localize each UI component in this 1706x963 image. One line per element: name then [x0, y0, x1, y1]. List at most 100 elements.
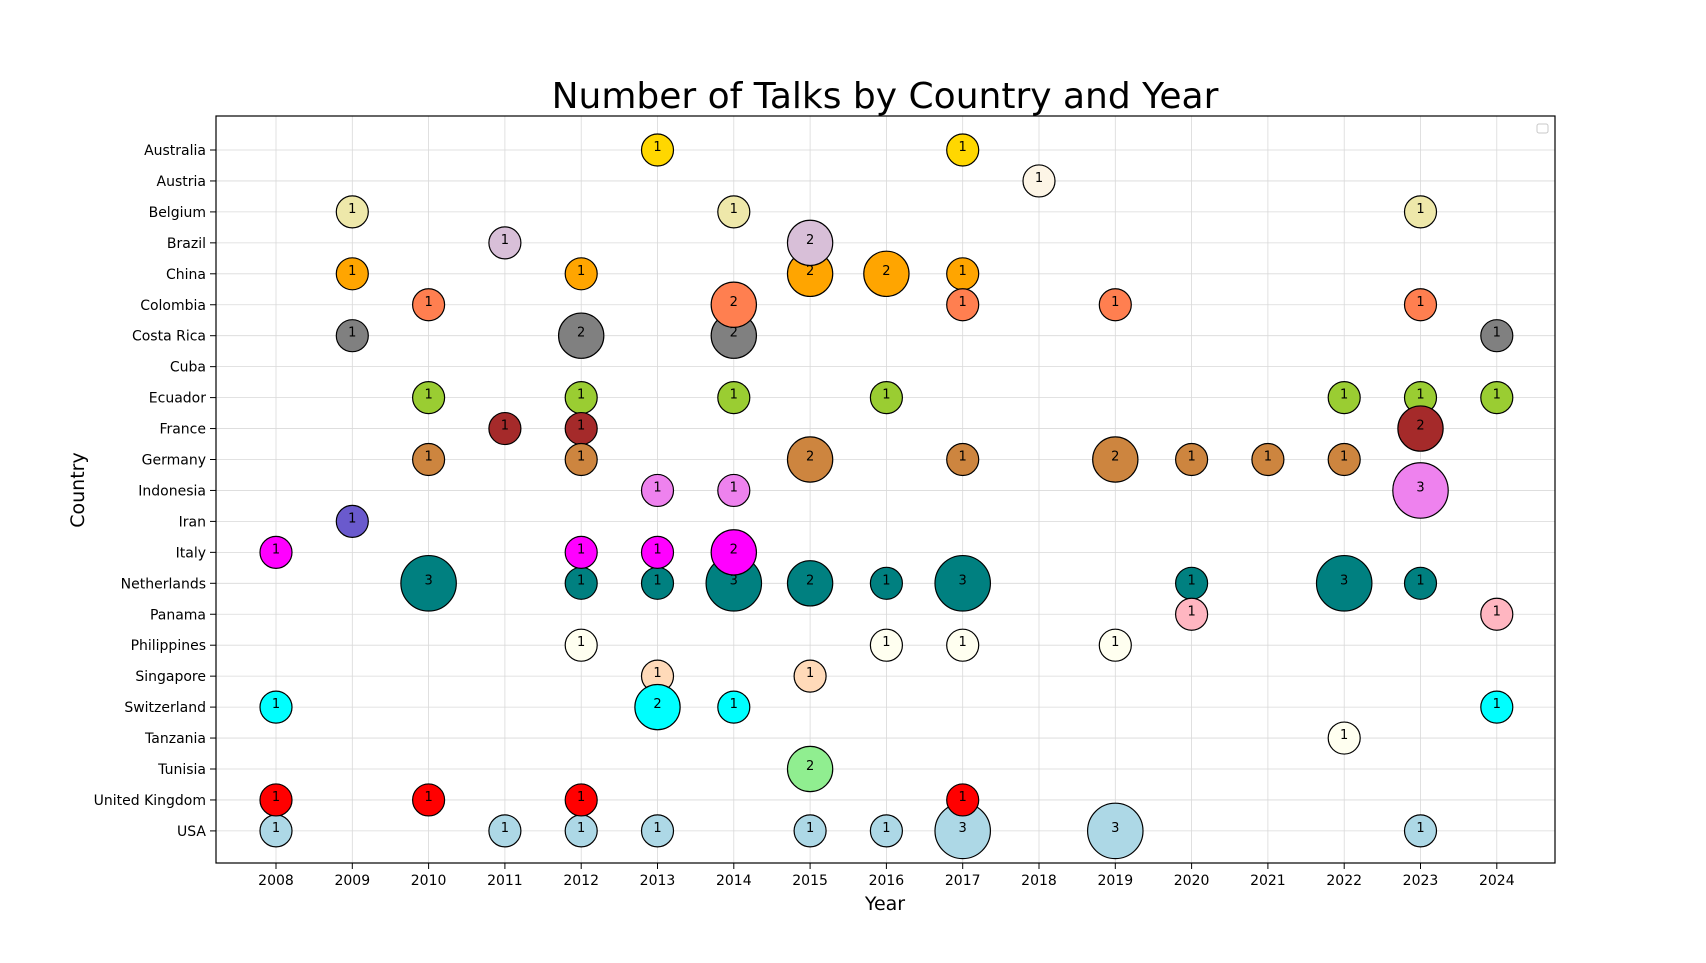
bubble-count-label: 1 — [1493, 604, 1501, 619]
data-point: 1 — [335, 195, 369, 229]
x-tick-label: 2015 — [792, 873, 828, 889]
bubble-marker — [1327, 442, 1361, 477]
bubble-count-label: 1 — [1493, 388, 1501, 403]
bubble-marker — [640, 814, 675, 848]
bubble-marker — [488, 814, 522, 848]
bubble-count-label: 1 — [653, 821, 661, 836]
bubble-marker — [1174, 597, 1209, 631]
data-point: 2 — [710, 529, 758, 576]
y-tick-label: Panama — [150, 607, 206, 623]
bubble-marker — [717, 195, 751, 229]
data-point: 1 — [946, 442, 980, 477]
data-point: 1 — [335, 319, 369, 353]
bubble-marker — [717, 473, 751, 508]
bubble-marker — [412, 381, 446, 415]
y-tick-label: Singapore — [135, 669, 206, 685]
bubble-count-label: 1 — [272, 697, 280, 712]
bubble-count-label: 1 — [730, 697, 738, 712]
bubble-count-label: 1 — [272, 821, 280, 836]
bubble-count-label: 1 — [272, 542, 280, 557]
bubble-count-label: 1 — [959, 635, 967, 650]
data-point: 1 — [564, 814, 598, 848]
bubble-marker — [488, 226, 522, 260]
data-point: 1 — [564, 411, 598, 446]
bubble-marker — [564, 535, 598, 569]
bubble-count-label: 1 — [959, 790, 967, 805]
data-point: 3 — [1086, 802, 1144, 860]
bubble-marker — [335, 319, 369, 353]
bubble-count-label: 1 — [653, 573, 661, 588]
bubble-count-label: 1 — [348, 202, 356, 217]
data-point: 1 — [1327, 721, 1361, 755]
x-tick-label: 2019 — [1097, 873, 1133, 889]
data-point: 1 — [412, 288, 446, 322]
legend-box — [1536, 123, 1549, 134]
bubble-marker — [259, 783, 293, 817]
bubble-count-label: 2 — [730, 295, 738, 310]
x-tick-label: 2024 — [1479, 873, 1515, 889]
y-tick-label: Colombia — [140, 298, 206, 314]
data-point: 2 — [786, 745, 834, 793]
bubble-count-label: 2 — [806, 573, 814, 588]
y-tick-label: China — [166, 267, 206, 283]
y-tick-label: Austria — [157, 174, 206, 190]
bubble-count-label: 1 — [1493, 697, 1501, 712]
bubble-count-label: 1 — [1416, 821, 1424, 836]
data-point: 1 — [1403, 814, 1438, 848]
data-point: 2 — [786, 560, 834, 607]
data-point: 1 — [564, 566, 598, 600]
x-tick-label: 2012 — [563, 873, 599, 889]
data-point: 1 — [564, 442, 598, 477]
bubble-marker — [793, 814, 827, 848]
bubble-marker — [946, 783, 980, 817]
data-point: 1 — [640, 473, 675, 508]
bubble-count-label: 1 — [653, 542, 661, 557]
data-point: 3 — [1315, 554, 1373, 612]
chart-title: Number of Talks by Country and Year — [552, 76, 1219, 117]
y-tick-label: Costa Rica — [132, 329, 206, 345]
bubble-count-label: 1 — [1187, 450, 1195, 465]
bubble-count-label: 1 — [577, 264, 585, 279]
data-point: 1 — [1098, 288, 1132, 322]
y-axis: Australia Austria Belgium Brazil China Colomb… — [94, 143, 216, 840]
bubble-count-label: 1 — [577, 790, 585, 805]
bubble-marker — [786, 560, 834, 607]
x-tick-label: 2013 — [640, 873, 676, 889]
data-point: 1 — [793, 659, 827, 693]
bubble-count-label: 1 — [424, 388, 432, 403]
data-point: 1 — [793, 814, 827, 848]
bubble-count-label: 1 — [501, 233, 509, 248]
y-tick-label: Philippines — [131, 638, 206, 654]
data-point: 1 — [640, 566, 675, 600]
bubble-marker — [793, 659, 827, 693]
data-point: 2 — [557, 312, 605, 359]
bubble-count-label: 1 — [959, 264, 967, 279]
bubble-count-label: 1 — [959, 140, 967, 155]
bubble-count-label: 1 — [1340, 450, 1348, 465]
bubble-marker — [1397, 405, 1444, 452]
data-point: 3 — [934, 554, 992, 612]
bubble-count-label: 1 — [959, 450, 967, 465]
bubble-marker — [640, 473, 675, 508]
data-point: 2 — [1397, 405, 1444, 452]
bubble-marker — [710, 529, 758, 576]
x-tick-label: 2020 — [1174, 873, 1210, 889]
bubble-count-label: 3 — [959, 821, 967, 836]
bubble-marker — [1403, 288, 1438, 322]
data-point: 1 — [412, 783, 446, 817]
bubble-marker — [1480, 319, 1514, 353]
data-point: 1 — [1174, 566, 1209, 600]
data-point: 1 — [869, 381, 904, 415]
data-point: 1 — [564, 628, 598, 662]
bubble-count-label: 1 — [806, 821, 814, 836]
bubble-count-label: 2 — [806, 233, 814, 248]
data-point: 3 — [400, 554, 457, 612]
bubble-count-label: 2 — [730, 326, 738, 341]
data-point: 1 — [717, 690, 751, 724]
bubble-marker — [786, 436, 834, 483]
bubble-marker — [869, 628, 904, 662]
bubble-count-label: 1 — [653, 480, 661, 495]
bubble-marker — [1403, 814, 1438, 848]
data-point: 1 — [1022, 164, 1056, 198]
